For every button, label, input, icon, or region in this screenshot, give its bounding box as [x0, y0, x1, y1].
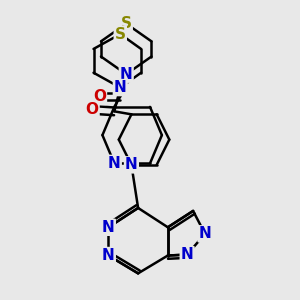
Text: N: N	[108, 156, 121, 171]
Text: N: N	[199, 226, 212, 241]
Text: N: N	[114, 80, 127, 95]
Text: S: S	[115, 27, 126, 42]
Text: O: O	[85, 102, 98, 117]
Text: N: N	[102, 220, 115, 235]
Text: O: O	[93, 89, 106, 104]
Text: N: N	[125, 158, 138, 172]
Text: N: N	[102, 248, 115, 263]
Text: N: N	[120, 67, 133, 82]
Text: S: S	[121, 16, 132, 31]
Text: N: N	[181, 247, 194, 262]
